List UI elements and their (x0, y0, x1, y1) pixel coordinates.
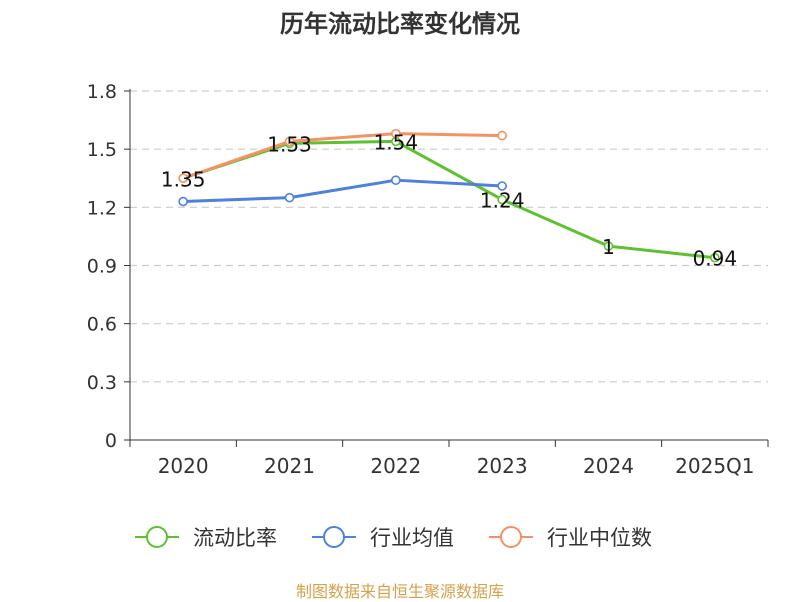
y-tick-label: 1.8 (87, 81, 117, 103)
data-point-2 (497, 181, 507, 191)
y-tick-label: 1.5 (87, 139, 117, 161)
legend-label: 行业中位数 (547, 526, 652, 550)
legend-marker (323, 526, 345, 548)
data-point-3 (391, 128, 401, 139)
data-point-1 (497, 194, 507, 205)
y-tick-label: 0.6 (87, 314, 117, 336)
legend-marker (146, 526, 168, 548)
data-point-3 (284, 136, 295, 147)
data-label: 1.53 (267, 132, 312, 156)
x-tick-label: 2020 (158, 454, 209, 478)
data-point-1 (603, 241, 614, 251)
y-tick-label: 0.3 (87, 372, 117, 394)
data-point-2 (178, 196, 188, 207)
legend-label: 流动比率 (193, 526, 277, 550)
data-label: 1 (602, 235, 615, 259)
x-tick-label: 2024 (583, 454, 634, 478)
x-tick-label: 2023 (477, 454, 528, 478)
data-point-2 (391, 175, 401, 185)
x-tick-label: 2021 (264, 454, 315, 478)
chart-title: 历年流动比率变化情况 (280, 10, 520, 38)
y-tick-label: 0 (105, 430, 117, 452)
y-tick-label: 1.2 (87, 197, 117, 219)
data-label: 1.35 (161, 167, 206, 191)
data-point-3 (497, 130, 507, 141)
data-point-1 (710, 252, 720, 263)
legend-marker (500, 526, 522, 548)
data-label: 0.94 (693, 247, 738, 271)
x-tick-label: 2025Q1 (675, 454, 754, 478)
data-label: 1.24 (480, 189, 525, 213)
source-note: 制图数据来自恒生聚源数据库 (295, 582, 504, 601)
series-line-1 (182, 139, 715, 260)
data-label: 1.54 (374, 130, 419, 154)
y-tick-label: 0.9 (87, 256, 117, 278)
data-point-3 (178, 173, 188, 184)
series-line-3 (182, 132, 503, 180)
series-line-2 (183, 178, 503, 204)
x-tick-label: 2022 (370, 454, 421, 478)
data-point-2 (284, 192, 295, 203)
legend-label: 行业均值 (370, 526, 454, 550)
